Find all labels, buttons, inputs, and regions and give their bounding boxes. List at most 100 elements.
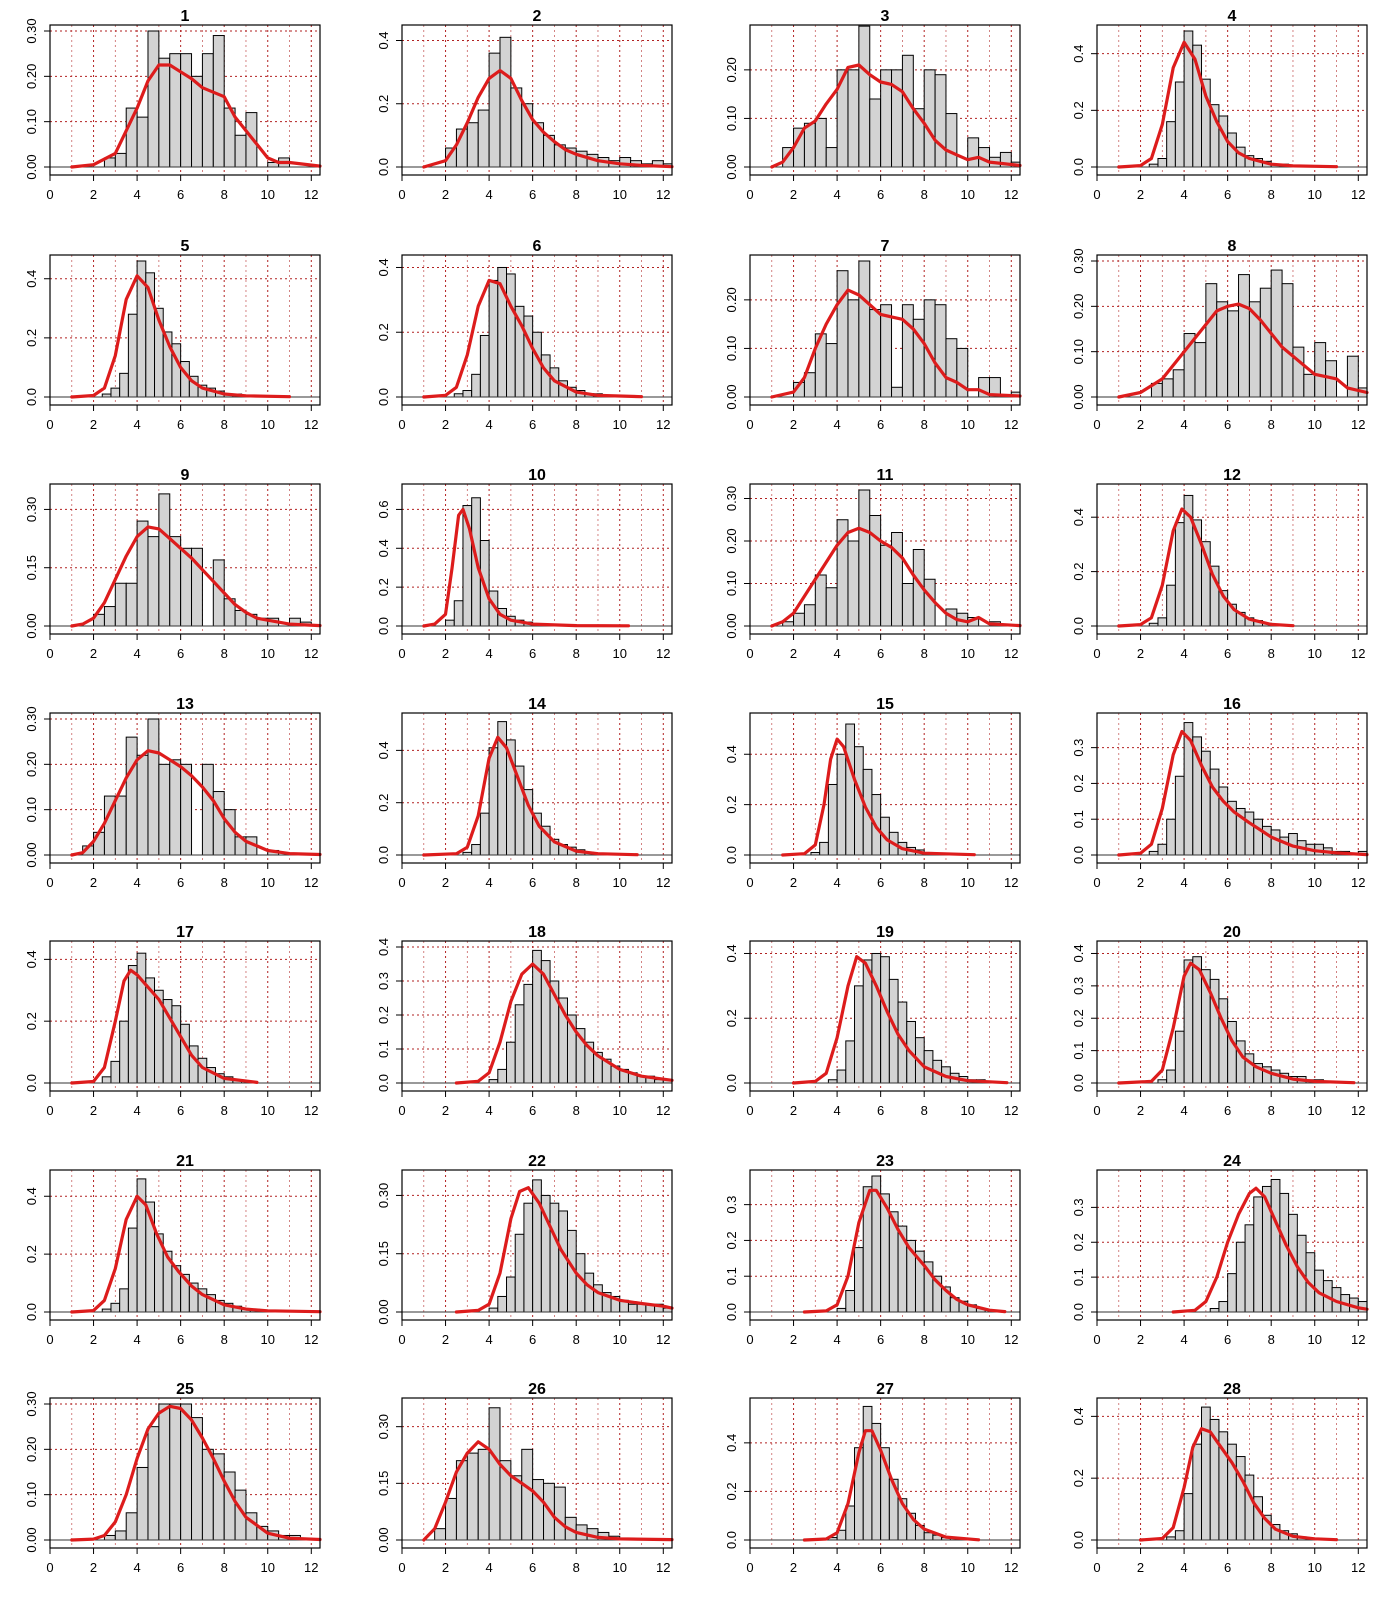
histogram-bar	[814, 117, 827, 168]
x-tick-label: 0	[398, 1560, 405, 1575]
y-tick-label: 0.0	[376, 158, 391, 176]
panel-title: 26	[528, 1381, 546, 1398]
histogram-bar	[862, 1405, 873, 1541]
y-tick-label: 0.4	[376, 938, 391, 956]
plot-frame	[49, 254, 321, 406]
plot-frame	[401, 940, 673, 1092]
histogram-bar	[847, 299, 860, 398]
x-tick-label: 8	[921, 646, 928, 661]
y-tick-label: 0.4	[1071, 944, 1086, 962]
histogram-bar	[869, 98, 882, 168]
histogram-bar	[1157, 843, 1168, 856]
y-tick-label: 0.0	[1071, 617, 1086, 635]
x-tick-label: 12	[656, 646, 670, 661]
x-tick-label: 0	[746, 646, 753, 661]
panel-title: 3	[881, 8, 890, 25]
histogram-bar	[891, 386, 903, 398]
x-tick-label: 6	[529, 187, 536, 202]
histogram-bar	[462, 390, 473, 398]
histogram-bar	[847, 540, 860, 627]
histogram-panel-19: 19 0 2 4 6 8 10 12 0.0 0.2 0.4	[724, 924, 1021, 1118]
plot-frame	[749, 940, 1021, 1092]
y-tick-label: 0.0	[376, 846, 391, 864]
y-tick-label: 0.4	[24, 950, 39, 968]
histogram-bar	[523, 983, 534, 1084]
x-tick-label: 2	[90, 1332, 97, 1347]
y-tick-label: 0.00	[724, 384, 739, 409]
histogram-bar	[191, 75, 203, 168]
density-curve	[1117, 302, 1369, 399]
density-curve	[70, 63, 322, 169]
histogram-bar	[825, 147, 838, 168]
panel-title: 6	[533, 238, 542, 255]
plot-frame	[1096, 940, 1368, 1092]
histogram-bar	[1174, 1030, 1185, 1084]
histogram-bar	[845, 1290, 856, 1313]
y-tick-label: 0.30	[24, 497, 39, 522]
x-tick-label: 8	[573, 1103, 580, 1118]
y-tick-label: 0.2	[1071, 1469, 1086, 1487]
x-tick-label: 8	[921, 187, 928, 202]
x-tick-label: 10	[1308, 1103, 1322, 1118]
plot-frame	[1096, 254, 1368, 406]
histogram-panel-2: 2 0 2 4 6 8 10 12 0.0 0.2 0.4	[376, 8, 674, 202]
histogram-bar	[488, 279, 499, 398]
x-tick-label: 12	[304, 1560, 318, 1575]
x-tick-label: 6	[877, 1332, 884, 1347]
x-tick-label: 6	[1224, 646, 1231, 661]
x-tick-label: 4	[485, 1103, 492, 1118]
plot-frame	[401, 254, 673, 406]
y-tick-label: 0.2	[724, 1009, 739, 1027]
histogram-panel-14: 14 0 2 4 6 8 10 12 0.0 0.2 0.4	[376, 696, 673, 890]
histogram-panel-7: 7 0 2 4 6 8 10 12 0.00 0.10 0.20	[724, 238, 1022, 432]
x-tick-label: 12	[1004, 646, 1018, 661]
histogram-panel-4: 4 0 2 4 6 8 10 12 0.0 0.2 0.4	[1071, 8, 1368, 202]
y-tick-label: 0.20	[24, 1437, 39, 1462]
y-tick-label: 0.0	[1071, 1303, 1086, 1321]
histogram-bar	[825, 343, 838, 398]
x-tick-label: 10	[613, 646, 627, 661]
x-tick-label: 6	[529, 1103, 536, 1118]
density-curve	[70, 749, 322, 857]
x-tick-label: 2	[442, 1560, 449, 1575]
x-tick-label: 12	[1351, 1332, 1365, 1347]
x-tick-label: 10	[261, 1103, 275, 1118]
y-tick-label: 0.2	[1071, 101, 1086, 119]
histogram-bar	[158, 763, 171, 856]
panel-title: 24	[1223, 1153, 1241, 1170]
x-tick-label: 8	[573, 646, 580, 661]
x-tick-label: 6	[877, 646, 884, 661]
histogram-bar	[827, 783, 838, 856]
x-tick-label: 12	[656, 1332, 670, 1347]
x-tick-label: 8	[1268, 417, 1275, 432]
x-tick-label: 12	[1351, 1560, 1365, 1575]
histogram-bar	[147, 718, 160, 856]
panel-title: 22	[528, 1153, 546, 1170]
histogram-bar	[967, 137, 980, 168]
plot-frame	[401, 24, 673, 176]
x-tick-label: 12	[1351, 1103, 1365, 1118]
histogram-panel-1: 10 2 4 6 8 10 120.000.100.200.30	[24, 8, 322, 202]
x-tick-label: 8	[1268, 1332, 1275, 1347]
histogram-panel-23: 23 0 2 4 6 8 10 12 0.0 0.1 0.2 0.3	[724, 1153, 1021, 1347]
y-tick-label: 0.20	[724, 528, 739, 553]
y-tick-label: 0.30	[724, 486, 739, 511]
panel-title: 14	[528, 696, 546, 713]
histogram-bar	[880, 544, 893, 627]
histogram-bar	[1205, 283, 1218, 398]
histogram-bar	[119, 1288, 129, 1313]
x-tick-label: 4	[485, 646, 492, 661]
histogram-bar	[201, 1448, 214, 1541]
x-tick-label: 8	[1268, 646, 1275, 661]
histogram-bar	[891, 532, 903, 627]
density-curve	[791, 955, 1009, 1085]
histogram-bar	[514, 1233, 525, 1313]
x-tick-label: 8	[221, 1332, 228, 1347]
x-tick-label: 8	[921, 1560, 928, 1575]
y-tick-label: 0.2	[724, 796, 739, 814]
histogram-bar	[880, 956, 890, 1084]
y-tick-label: 0.4	[1071, 1407, 1086, 1425]
y-tick-label: 0.4	[376, 539, 391, 557]
x-tick-label: 2	[90, 1103, 97, 1118]
